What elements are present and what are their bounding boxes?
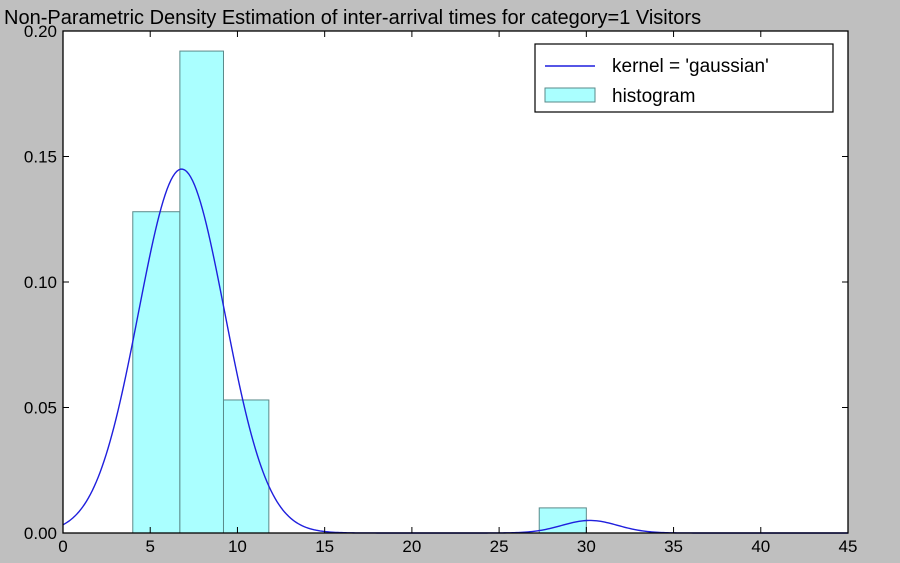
x-tick-label: 25 [490, 537, 509, 556]
y-tick-label: 0.20 [24, 22, 57, 41]
y-tick-label: 0.10 [24, 273, 57, 292]
y-tick-label: 0.00 [24, 524, 57, 543]
histogram-bar [132, 211, 181, 534]
x-tick-label: 45 [839, 537, 858, 556]
x-tick-label: 5 [145, 537, 154, 556]
legend-histogram-swatch [544, 87, 596, 103]
x-tick-label: 10 [228, 537, 247, 556]
x-tick-label: 20 [402, 537, 421, 556]
y-tick-label: 0.05 [24, 399, 57, 418]
x-tick-label: 40 [751, 537, 770, 556]
axis-ticks: 0 5 10 15 20 25 30 35 40 45 0.00 0.05 0.10 0.15 0.20 [24, 22, 858, 556]
histogram-bar [222, 399, 270, 534]
chart-title: Non-Parametric Density Estimation of int… [4, 7, 701, 29]
x-tick-label: 0 [58, 537, 67, 556]
histogram-bars [132, 50, 587, 534]
legend-label-kde: kernel = 'gaussian' [612, 56, 769, 77]
x-tick-label: 35 [664, 537, 683, 556]
x-tick-label: 30 [577, 537, 596, 556]
y-tick-label: 0.15 [24, 148, 57, 167]
histogram-bar [179, 50, 224, 534]
legend: kernel = 'gaussian' histogram [534, 43, 834, 113]
x-tick-label: 15 [315, 537, 334, 556]
legend-label-histogram: histogram [612, 86, 695, 107]
